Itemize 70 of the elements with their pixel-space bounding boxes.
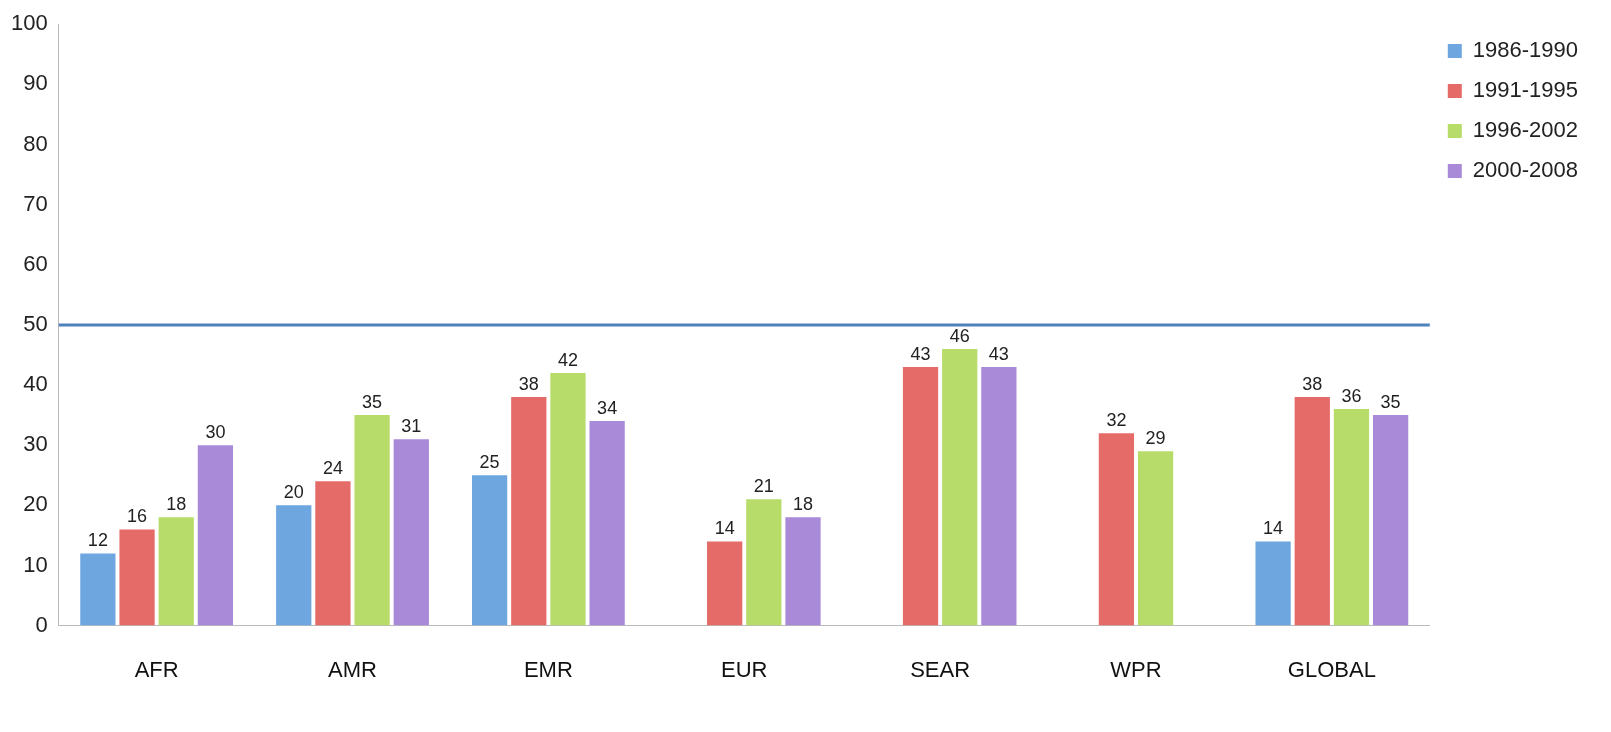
- data-label: 36: [1341, 386, 1362, 407]
- bar: [1294, 397, 1330, 626]
- bar: [942, 348, 978, 626]
- x-tick-label: AFR: [134, 656, 179, 682]
- x-tick-label: EUR: [721, 656, 768, 682]
- data-label: 20: [283, 482, 304, 503]
- y-tick-label: 100: [10, 10, 48, 36]
- bar: [589, 421, 625, 626]
- bar: [197, 445, 234, 626]
- y-tick-label: 50: [23, 310, 48, 336]
- bar: [354, 415, 390, 626]
- data-label: 35: [1380, 392, 1401, 413]
- data-label: 42: [557, 349, 578, 370]
- x-tick-label: EMR: [523, 656, 573, 682]
- data-label: 32: [1106, 410, 1127, 431]
- bar: [119, 529, 155, 626]
- bar: [1372, 415, 1409, 626]
- data-label: 12: [87, 530, 108, 551]
- bar: [785, 517, 821, 626]
- y-tick-label: 40: [23, 371, 48, 397]
- bar: [80, 553, 116, 626]
- legend-label: 1986-1990: [1472, 37, 1579, 63]
- data-label: 16: [127, 506, 148, 527]
- bar: [158, 517, 194, 626]
- y-tick-label: 90: [23, 70, 48, 96]
- data-label: 30: [205, 422, 226, 443]
- data-label: 18: [166, 494, 187, 515]
- bar: [511, 397, 547, 626]
- x-tick-label: AMR: [328, 656, 377, 682]
- bar: [707, 541, 743, 626]
- y-tick-label: 0: [35, 611, 48, 637]
- data-label: 34: [597, 398, 618, 419]
- data-label: 14: [1263, 518, 1284, 539]
- bar: [1098, 433, 1135, 626]
- data-label: 31: [401, 416, 422, 437]
- legend-label: 1996-2002: [1472, 117, 1579, 143]
- bar: [1137, 451, 1174, 626]
- bar: [1333, 409, 1370, 626]
- y-tick-label: 80: [23, 130, 48, 156]
- x-tick-label: SEAR: [910, 656, 971, 682]
- bar: [393, 439, 429, 626]
- bar: [471, 475, 508, 626]
- data-label: 18: [792, 494, 814, 515]
- legend-label: 1991-1995: [1472, 77, 1579, 103]
- data-label: 14: [714, 518, 735, 539]
- data-label: 43: [988, 343, 1009, 364]
- y-tick-label: 30: [23, 431, 48, 457]
- bar: [276, 505, 312, 626]
- x-tick-label: WPR: [1110, 656, 1162, 682]
- y-tick-label: 70: [23, 190, 48, 216]
- data-label: 38: [518, 374, 539, 395]
- bar: [981, 367, 1017, 626]
- x-tick-label: GLOBAL: [1287, 656, 1376, 682]
- data-label: 29: [1145, 428, 1166, 449]
- data-label: 38: [1302, 374, 1323, 395]
- data-label: 35: [362, 392, 383, 413]
- y-tick-label: 60: [23, 250, 48, 276]
- bar: [902, 367, 939, 626]
- bar: [746, 499, 782, 626]
- bar: [315, 481, 351, 626]
- bar: [1255, 541, 1291, 626]
- data-label: 43: [910, 343, 931, 364]
- data-label: 21: [753, 476, 774, 497]
- data-label: 46: [949, 325, 970, 346]
- data-label: 24: [322, 458, 343, 479]
- legend-label: 2000-2008: [1472, 157, 1579, 183]
- y-tick-label: 20: [23, 491, 48, 517]
- data-label: 25: [479, 452, 500, 473]
- bar: [550, 373, 586, 626]
- y-tick-label: 10: [23, 551, 48, 577]
